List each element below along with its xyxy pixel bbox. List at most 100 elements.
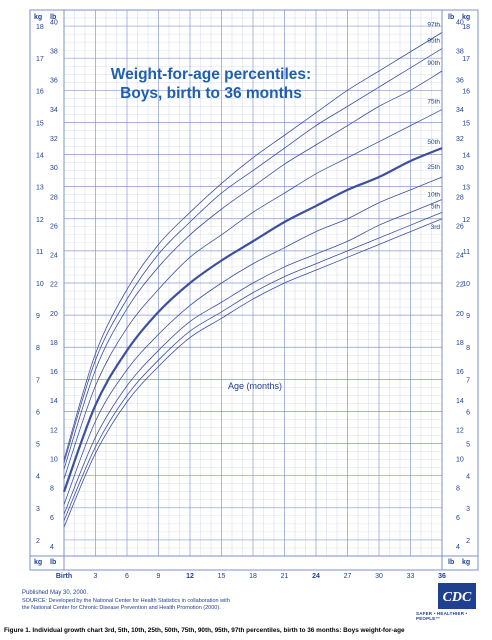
kg-tick-label-left: 15: [36, 120, 44, 127]
kg-tick-label-left: 5: [36, 442, 40, 449]
kg-tick-label-right: 12: [462, 217, 470, 224]
kg-tick-label-left: 8: [36, 345, 40, 352]
lb-tick-label-right: 38: [456, 49, 464, 56]
percentile-curve-3rd: [63, 218, 443, 528]
lb-tick-label-right: 20: [456, 311, 464, 318]
percentile-label-95th: 95th: [427, 38, 440, 45]
kg-tick-label-left: 10: [36, 281, 44, 288]
lb-tick-label-left: 26: [50, 223, 58, 230]
x-tick-label: 18: [249, 573, 257, 580]
lb-tick-label-left: 28: [50, 194, 58, 201]
lb-tick-label-right: 12: [456, 427, 464, 434]
lb-tick-label-right: 32: [456, 136, 464, 143]
kg-tick-label-right: 5: [466, 442, 470, 449]
lb-tick-label-right: 24: [456, 253, 464, 260]
kg-tick-label-right: 10: [462, 281, 470, 288]
x-tick-label: 27: [344, 573, 352, 580]
lb-tick-label-left: 30: [50, 165, 58, 172]
lb-tick-label-left: 4: [50, 544, 54, 551]
lb-tick-label-right: 6: [456, 515, 460, 522]
percentile-label-25th: 25th: [427, 164, 440, 171]
published-note: Published May 30, 2000.: [22, 590, 89, 596]
kg-tick-label-right: 14: [462, 153, 470, 160]
lb-tick-label-right: 10: [456, 456, 464, 463]
kg-tick-label-right: 6: [466, 409, 470, 416]
kg-tick-label-left: 7: [36, 377, 40, 384]
lb-tick-label-left: 36: [50, 78, 58, 85]
kg-tick-label-right: 15: [462, 120, 470, 127]
lb-tick-label-left: 14: [50, 398, 58, 405]
x-axis-label: Age (months): [228, 381, 282, 391]
cdc-logo: CDC: [438, 583, 476, 609]
kg-tick-label-right: 3: [466, 506, 470, 513]
lb-tick-label-left: 10: [50, 456, 58, 463]
lb-tick-label-right: 22: [456, 282, 464, 289]
lb-unit-bottom-right: lb: [448, 559, 454, 566]
percentile-curves: [62, 32, 443, 528]
source-note-line2: the National Center for Chronic Disease …: [22, 605, 221, 611]
x-tick-label: 9: [157, 573, 161, 580]
kg-tick-label-left: 14: [36, 153, 44, 160]
kg-tick-label-right: 18: [462, 24, 470, 31]
lb-tick-label-left: 8: [50, 486, 54, 493]
kg-tick-label-left: 12: [36, 217, 44, 224]
lb-tick-label-right: 14: [456, 398, 464, 405]
lb-tick-label-right: 30: [456, 165, 464, 172]
lb-unit-top-left: lb: [50, 14, 56, 21]
x-tick-label: 6: [125, 573, 129, 580]
lb-tick-label-left: 38: [50, 49, 58, 56]
lb-tick-label-left: 32: [50, 136, 58, 143]
kg-tick-label-left: 2: [36, 538, 40, 545]
chart-title-line2: Boys, birth to 36 months: [120, 85, 302, 102]
kg-unit-top-right: kg: [462, 14, 470, 21]
lb-tick-label-right: 36: [456, 78, 464, 85]
source-note-line1: SOURCE: Developed by the National Center…: [22, 598, 230, 604]
lb-tick-label-left: 20: [50, 311, 58, 318]
percentile-curve-97th: [63, 32, 443, 460]
percentile-labels: 3rd 5th 10th 25th 50th 75th 90th 95th 97th: [427, 21, 440, 230]
kg-tick-label-left: 13: [36, 185, 44, 192]
cdc-logo-text: CDC: [443, 590, 472, 605]
kg-tick-label-right: 17: [462, 56, 470, 63]
lb-tick-label-left: 22: [50, 282, 58, 289]
percentile-label-10th: 10th: [427, 191, 440, 198]
x-tick-label: 30: [375, 573, 383, 580]
lb-tick-label-right: 16: [456, 369, 464, 376]
x-tick-label: 15: [218, 573, 226, 580]
kg-tick-label-right: 8: [466, 345, 470, 352]
lb-tick-label-right: 8: [456, 486, 460, 493]
kg-tick-label-left: 17: [36, 56, 44, 63]
lb-unit-top-right: lb: [448, 14, 454, 21]
kg-tick-label-left: 11: [36, 249, 43, 256]
kg-unit-bottom-left: kg: [34, 559, 42, 566]
percentile-curve-25th: [63, 176, 443, 505]
x-tick-label: 12: [186, 573, 194, 580]
percentile-label-97th: 97th: [427, 21, 440, 28]
kg-unit-bottom-right: kg: [462, 559, 470, 566]
percentile-label-90th: 90th: [427, 60, 440, 67]
lb-tick-label-left: 16: [50, 369, 58, 376]
kg-tick-label-right: 2: [466, 538, 470, 545]
x-tick-label: 3: [94, 573, 98, 580]
lb-tick-label-right: 18: [456, 340, 464, 347]
kg-tick-label-left: 6: [36, 409, 40, 416]
kg-tick-label-left: 4: [36, 474, 40, 481]
kg-tick-label-right: 16: [462, 88, 470, 95]
x-tick-label: Birth: [56, 573, 72, 580]
kg-tick-label-right: 11: [463, 249, 470, 256]
x-tick-label: 36: [438, 573, 446, 580]
chart-title-line1: Weight-for-age percentiles:: [111, 66, 311, 83]
percentile-curve-50th: [62, 147, 443, 493]
percentile-curve-10th: [63, 199, 443, 515]
percentile-label-50th: 50th: [427, 139, 440, 146]
kg-unit-top-left: kg: [34, 14, 42, 21]
figure-caption: Figure 1. Individual growth chart 3rd, 5…: [4, 627, 405, 634]
kg-tick-label-left: 9: [36, 313, 40, 320]
percentile-curve-90th: [63, 70, 443, 470]
kg-tick-label-left: 16: [36, 88, 44, 95]
x-tick-label: 24: [312, 573, 320, 580]
lb-tick-label-left: 6: [50, 515, 54, 522]
percentile-curve-95th: [63, 48, 443, 463]
kg-tick-label-right: 7: [466, 377, 470, 384]
